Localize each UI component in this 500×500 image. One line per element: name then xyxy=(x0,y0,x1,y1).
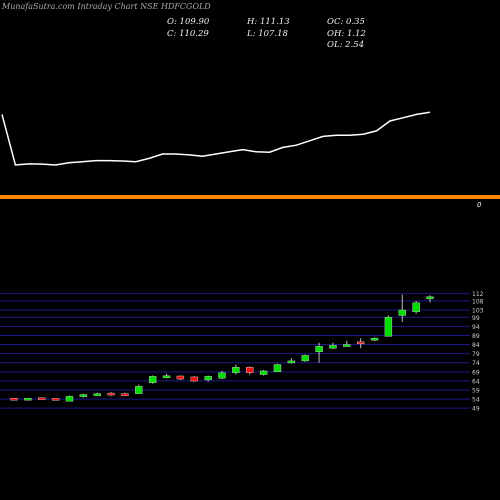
candle-body xyxy=(398,309,406,316)
candle xyxy=(190,376,198,382)
candle xyxy=(10,397,18,401)
y-tick-label: 49 xyxy=(472,406,480,413)
y-tick-label: 74 xyxy=(472,360,480,367)
candle-body xyxy=(79,394,88,397)
y-tick-label: 79 xyxy=(472,351,480,358)
candle-body xyxy=(426,296,434,299)
candle xyxy=(329,342,337,350)
candle xyxy=(356,338,365,349)
candle xyxy=(148,375,157,384)
candle xyxy=(218,370,226,380)
y-tick-label: 108 xyxy=(472,298,484,305)
candle xyxy=(107,392,115,396)
candle-body xyxy=(204,376,212,381)
candle xyxy=(93,392,101,396)
price-line xyxy=(1,111,431,166)
y-tick-label: 54 xyxy=(472,397,480,404)
candle-body xyxy=(370,337,379,341)
candle xyxy=(24,397,32,401)
candle xyxy=(38,397,46,400)
candle-body xyxy=(343,344,351,347)
candle-body xyxy=(135,386,143,394)
candle xyxy=(135,384,143,394)
y-tick-label: 69 xyxy=(472,369,480,376)
watermark-text: MunafaSutra.com xyxy=(2,2,75,11)
candle-body xyxy=(287,360,296,364)
candle-body xyxy=(24,397,32,401)
candle xyxy=(162,373,171,379)
candle-body xyxy=(148,376,157,383)
separator-label: 0 xyxy=(477,201,482,209)
ol-value: OL: 2.54 xyxy=(327,40,365,50)
candles xyxy=(10,294,434,402)
candle-body xyxy=(176,375,185,380)
candle-body xyxy=(93,393,101,396)
candle xyxy=(343,340,351,347)
candle-body xyxy=(162,375,171,379)
watermark: MunafaSutra.com Intraday Chart NSE HDFCG… xyxy=(2,2,211,11)
candle-body xyxy=(315,346,323,353)
open-value: O: 109.90 xyxy=(167,17,210,27)
candle-body xyxy=(107,392,115,396)
candle-body xyxy=(65,396,74,402)
y-tick-label: 59 xyxy=(472,388,480,395)
candle xyxy=(176,375,185,380)
candle-body xyxy=(259,370,268,375)
close-value: C: 110.29 xyxy=(167,29,209,39)
candle xyxy=(426,295,434,303)
candle xyxy=(315,342,323,363)
candle xyxy=(232,364,240,375)
low-value: L: 107.18 xyxy=(247,29,288,39)
candle xyxy=(79,393,88,398)
candle xyxy=(273,363,282,373)
candle xyxy=(398,294,406,322)
y-tick-label: 103 xyxy=(472,308,484,315)
candle-body xyxy=(218,372,226,379)
candle-body xyxy=(51,398,60,401)
candle xyxy=(384,315,393,337)
candle-body xyxy=(384,317,393,337)
candle xyxy=(246,366,254,375)
candle-body xyxy=(10,397,18,401)
candle-body xyxy=(329,345,337,349)
candle-body xyxy=(356,341,365,345)
oc-value: OC: 0.35 xyxy=(327,17,365,27)
candle xyxy=(287,358,296,364)
candle-body xyxy=(190,376,198,382)
candle xyxy=(370,337,379,341)
candle xyxy=(204,375,212,382)
candle-body xyxy=(38,397,46,400)
y-tick-label: 94 xyxy=(472,324,480,331)
y-tick-label: 99 xyxy=(472,315,480,322)
y-tick-label: 64 xyxy=(472,378,480,385)
candle xyxy=(301,354,309,362)
candle xyxy=(51,398,60,401)
candle-body xyxy=(273,364,282,373)
y-tick-label: 112 xyxy=(472,291,484,298)
candle-body xyxy=(246,367,254,373)
candle-body xyxy=(412,302,420,313)
candle-body xyxy=(301,355,309,362)
candle xyxy=(412,300,420,314)
candle-body xyxy=(121,393,129,396)
y-tick-label: 84 xyxy=(472,342,480,349)
candle xyxy=(121,392,129,396)
candle xyxy=(259,370,268,376)
ohlc-readout: O: 109.90 C: 110.29 H: 111.13 L: 107.18 … xyxy=(0,0,500,60)
line-panel xyxy=(1,111,431,166)
oh-value: OH: 1.12 xyxy=(327,29,366,39)
y-tick-label: 89 xyxy=(472,333,480,340)
panel-separator xyxy=(0,195,500,199)
candle-body xyxy=(232,367,240,373)
symbol-title: Intraday Chart NSE HDFCGOLD xyxy=(77,2,211,11)
high-value: H: 111.13 xyxy=(247,17,290,27)
candle xyxy=(65,395,74,402)
